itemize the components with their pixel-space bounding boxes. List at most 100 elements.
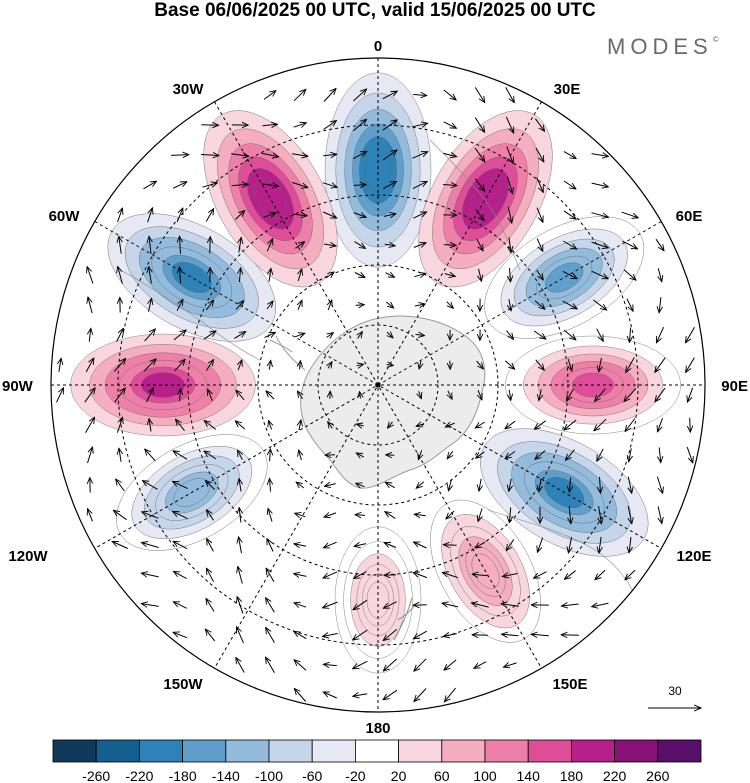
wind-vector bbox=[149, 236, 151, 254]
wind-vector bbox=[114, 388, 126, 403]
colorbar-swatch bbox=[52, 739, 97, 763]
wind-vector bbox=[141, 573, 159, 577]
wind-vector bbox=[263, 91, 276, 100]
wind-vector bbox=[658, 268, 662, 281]
wind-vector bbox=[509, 299, 511, 311]
wind-vector bbox=[231, 184, 249, 185]
wind-vector bbox=[444, 687, 456, 702]
wind-vector bbox=[563, 210, 576, 219]
wind-vector bbox=[475, 421, 485, 428]
wind-vector bbox=[628, 506, 632, 524]
wind-vector bbox=[145, 388, 153, 403]
wind-vector bbox=[356, 483, 365, 486]
wind-vector bbox=[509, 389, 511, 401]
wind-vector bbox=[144, 329, 156, 342]
wind-vector bbox=[88, 509, 93, 522]
wind-vector bbox=[353, 89, 366, 102]
wind-vector bbox=[569, 506, 571, 524]
wind-vector bbox=[659, 297, 661, 313]
colorbar-swatch bbox=[571, 739, 616, 763]
colorbar-tick-label: 180 bbox=[560, 768, 584, 783]
wind-vector bbox=[476, 360, 484, 369]
wind-vector bbox=[686, 446, 693, 463]
wind-vector bbox=[383, 181, 396, 190]
wind-vector bbox=[474, 117, 484, 133]
lon-label-120e: 120E bbox=[676, 548, 711, 565]
wind-vector bbox=[413, 212, 426, 219]
wind-vector bbox=[414, 658, 427, 671]
wind-vector bbox=[474, 87, 484, 102]
wind-vector bbox=[292, 214, 307, 216]
wind-vector bbox=[295, 242, 304, 249]
wind-vector bbox=[354, 544, 367, 547]
wind-vector bbox=[419, 391, 422, 398]
colorbar-swatch bbox=[138, 739, 183, 763]
chart-title: Base 06/06/2025 00 UTC, valid 15/06/2025… bbox=[154, 0, 596, 21]
wind-vector bbox=[444, 659, 457, 670]
wind-vector bbox=[264, 332, 276, 339]
wind-vector bbox=[149, 419, 151, 432]
brand-name: MODES bbox=[607, 34, 713, 59]
wind-vector bbox=[625, 418, 636, 432]
wind-vector bbox=[205, 300, 213, 311]
wind-vector bbox=[600, 476, 601, 493]
wind-vector bbox=[323, 244, 336, 246]
wind-vector bbox=[328, 422, 333, 429]
wind-vector bbox=[597, 448, 604, 461]
wind-vector bbox=[176, 299, 183, 311]
wind-vector bbox=[414, 688, 427, 702]
wind-vector bbox=[300, 361, 301, 370]
wind-vector bbox=[299, 450, 302, 461]
wind-vector bbox=[478, 390, 482, 400]
wind-vector bbox=[502, 634, 519, 636]
wind-vector bbox=[505, 420, 516, 429]
wind-vector bbox=[591, 183, 609, 187]
colorbar-swatch bbox=[182, 739, 227, 763]
wind-vector bbox=[416, 424, 425, 427]
wind-vector bbox=[419, 360, 421, 369]
wind-vector bbox=[386, 365, 394, 366]
wind-vector bbox=[505, 87, 515, 102]
wind-vector bbox=[599, 536, 601, 553]
wind-vector bbox=[352, 151, 367, 160]
reference-vector: 30 bbox=[648, 684, 701, 708]
wind-vector bbox=[293, 89, 306, 102]
wind-vector bbox=[207, 539, 214, 552]
wind-vector bbox=[328, 300, 332, 311]
colorbar-tick-label: -220 bbox=[125, 768, 153, 783]
wind-vector bbox=[534, 571, 547, 579]
wind-vector bbox=[173, 330, 186, 341]
wind-vector bbox=[172, 182, 187, 189]
wind-vector bbox=[238, 360, 242, 371]
colorbar-tick-labels: -260 -220 -180 -140 -100 -60 -20 20 60 100 140 180 2… bbox=[82, 768, 670, 783]
wind-vector bbox=[476, 238, 483, 251]
negative-anomaly-centre bbox=[324, 72, 432, 268]
wind-vector bbox=[89, 328, 91, 342]
wind-vector bbox=[325, 272, 334, 279]
wind-vector bbox=[202, 183, 218, 188]
colorbar-swatches bbox=[52, 739, 702, 763]
wind-vector bbox=[354, 571, 367, 579]
wind-vector bbox=[599, 506, 602, 524]
wind-vector bbox=[506, 330, 514, 340]
modes-logo: MODES© bbox=[607, 34, 719, 60]
wind-vector bbox=[266, 657, 275, 674]
wind-vector bbox=[149, 267, 152, 284]
wind-vector bbox=[504, 360, 514, 369]
wind-vector bbox=[205, 360, 213, 371]
lon-label-60w: 60W bbox=[49, 208, 81, 225]
wind-vector bbox=[510, 267, 511, 282]
wind-vector bbox=[564, 570, 576, 580]
wind-vector bbox=[659, 447, 661, 462]
wind-vector bbox=[269, 421, 272, 430]
wind-vector bbox=[296, 482, 305, 489]
wind-vector bbox=[85, 417, 95, 433]
wind-vector bbox=[173, 511, 188, 520]
wind-vector bbox=[238, 450, 243, 461]
wind-vector bbox=[412, 181, 427, 190]
wind-vector bbox=[446, 510, 455, 519]
wind-vector bbox=[629, 448, 632, 461]
wind-vector bbox=[592, 299, 606, 310]
wind-vector bbox=[142, 512, 159, 519]
wind-vector bbox=[568, 536, 571, 553]
